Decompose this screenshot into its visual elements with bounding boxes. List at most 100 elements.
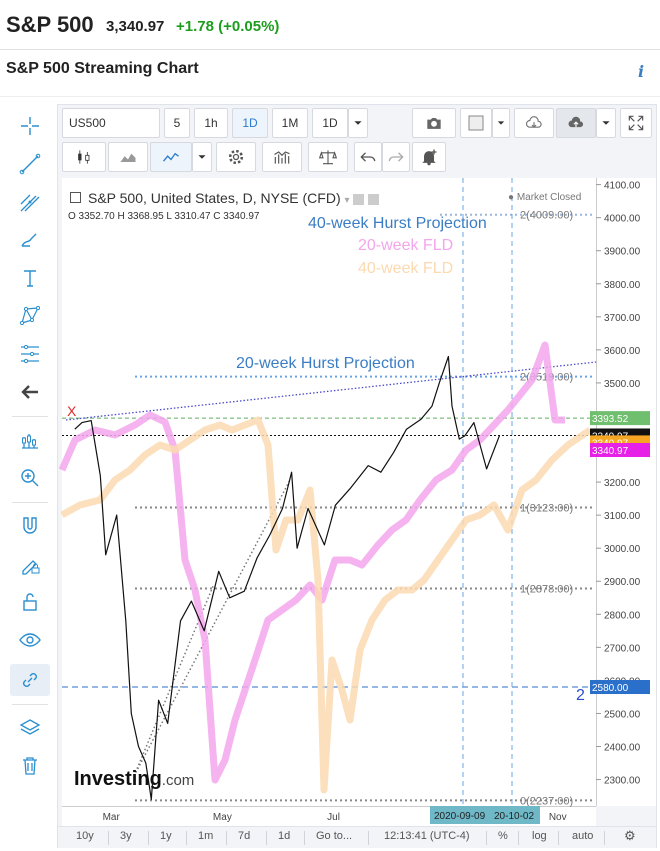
area-chart-icon[interactable]: [108, 142, 148, 172]
interval-1m[interactable]: 1M: [272, 108, 308, 138]
price-badge: [590, 680, 650, 695]
divider: [266, 831, 267, 845]
info-icon[interactable]: i: [638, 62, 645, 81]
investing-logo: Investing.com: [74, 768, 194, 791]
redo-icon[interactable]: [382, 142, 410, 172]
unlock-icon[interactable]: [10, 586, 50, 618]
second-date-label: 20-10-02: [494, 811, 534, 822]
settings-gear-icon[interactable]: [368, 193, 380, 205]
divider: [518, 831, 519, 845]
range-10y[interactable]: 10y: [76, 830, 94, 842]
indicators-icon[interactable]: [262, 142, 302, 172]
zoom-in-icon[interactable]: [10, 462, 50, 494]
interval-1h[interactable]: 1h: [194, 108, 228, 138]
crosshair-date-badge: [430, 806, 540, 824]
logo-brand: Investing: [74, 768, 162, 790]
instrument-name: S&P 500: [6, 12, 94, 37]
fullscreen-icon[interactable]: [620, 108, 652, 138]
price-badge: [590, 443, 650, 458]
goto-button[interactable]: Go to...: [316, 830, 353, 842]
cloud-upload-icon[interactable]: [556, 108, 596, 138]
interval-dropdown[interactable]: 1D: [312, 108, 348, 138]
price-series-line: [74, 355, 500, 801]
legend-collapse-box[interactable]: [70, 192, 81, 203]
cloud-download-icon[interactable]: [514, 108, 554, 138]
chevron-down-icon[interactable]: ▾: [344, 195, 350, 206]
range-1m[interactable]: 1m: [198, 830, 214, 842]
y-tick-label: 3900.00: [604, 247, 641, 258]
chevron-down-icon[interactable]: [348, 108, 368, 138]
eye-icon[interactable]: [10, 624, 50, 656]
trash-icon[interactable]: [10, 750, 50, 782]
camera-icon[interactable]: [412, 108, 456, 138]
brush-icon[interactable]: [10, 224, 50, 256]
x-tick-label: Mar: [103, 812, 121, 823]
chevron-down-icon[interactable]: [492, 108, 510, 138]
y-tick-label: 3500.00: [604, 379, 641, 390]
fld-20-label: 20-week FLD: [358, 237, 453, 254]
trend-line-icon[interactable]: [10, 148, 50, 180]
price-badge-label: 3340.97: [592, 446, 629, 457]
box-style-icon[interactable]: [460, 108, 492, 138]
pattern-icon[interactable]: [10, 300, 50, 332]
crosshair-icon[interactable]: [10, 110, 50, 142]
interval-5[interactable]: 5: [164, 108, 190, 138]
last-price: 3,340.97: [106, 18, 165, 35]
back-arrow-icon[interactable]: [10, 376, 50, 408]
fld-40-week-band: [60, 416, 592, 794]
magnet-icon[interactable]: [10, 510, 50, 542]
interval-1d[interactable]: 1D: [232, 108, 268, 138]
legend-title: S&P 500, United States, D, NYSE (CFD) ▾: [70, 190, 380, 206]
undo-icon[interactable]: [354, 142, 382, 172]
alert-bell-icon[interactable]: [412, 142, 446, 172]
measure-icon[interactable]: [10, 424, 50, 456]
divider: [486, 831, 487, 845]
hurst-trend-line: [65, 361, 597, 421]
x-tick-label: Nov: [549, 812, 567, 823]
log-scale-button[interactable]: log: [532, 830, 547, 842]
auto-scale-button[interactable]: auto: [572, 830, 594, 842]
settings-gear-icon[interactable]: [353, 193, 365, 205]
link-icon[interactable]: [10, 664, 50, 696]
hurst-level-label: 1(3123.00): [520, 503, 573, 515]
price-axis[interactable]: [596, 178, 656, 806]
symbol-input[interactable]: US500: [62, 108, 160, 138]
divider: [304, 831, 305, 845]
gear-icon[interactable]: ⚙: [624, 828, 636, 843]
line-chart-icon[interactable]: [150, 142, 192, 172]
y-tick-label: 3200.00: [604, 478, 641, 489]
range-1d[interactable]: 1d: [278, 830, 291, 842]
y-tick-label: 3800.00: [604, 280, 641, 291]
chevron-down-icon[interactable]: [596, 108, 616, 138]
price-change: +1.78 (+0.05%): [176, 18, 280, 35]
y-tick-label: 3600.00: [604, 346, 641, 357]
ohlc-values: O 3352.70 H 3368.95 L 3310.47 C 3340.97: [68, 211, 260, 222]
range-1y[interactable]: 1y: [160, 830, 172, 842]
price-badge-label: 2580.00: [592, 683, 629, 694]
range-7d[interactable]: 7d: [238, 830, 251, 842]
chevron-down-icon[interactable]: [192, 142, 212, 172]
y-tick-label: 2400.00: [604, 743, 641, 754]
clock-time: 12:13:41 (UTC-4): [384, 830, 470, 842]
fib-icon[interactable]: [10, 338, 50, 370]
compare-icon[interactable]: [308, 142, 348, 172]
y-tick-label: 2300.00: [604, 776, 641, 787]
y-tick-label: 3000.00: [604, 544, 641, 555]
y-tick-label: 4100.00: [604, 181, 641, 192]
text-icon[interactable]: [10, 262, 50, 294]
divider: [604, 831, 605, 845]
gear-icon[interactable]: [216, 142, 256, 172]
pitchfork-icon[interactable]: [10, 186, 50, 218]
y-tick-label: 4000.00: [604, 214, 641, 225]
logo-suffix: .com: [161, 772, 195, 789]
range-3y[interactable]: 3y: [120, 830, 132, 842]
market-status: ● Market Closed: [508, 192, 582, 203]
percent-scale-button[interactable]: %: [498, 830, 508, 842]
layers-icon[interactable]: [10, 712, 50, 744]
y-tick-label: 2500.00: [604, 709, 641, 720]
y-tick-label: 2800.00: [604, 610, 641, 621]
lock-drawing-icon[interactable]: [10, 548, 50, 580]
candlestick-icon[interactable]: [62, 142, 106, 172]
divider: [226, 831, 227, 845]
